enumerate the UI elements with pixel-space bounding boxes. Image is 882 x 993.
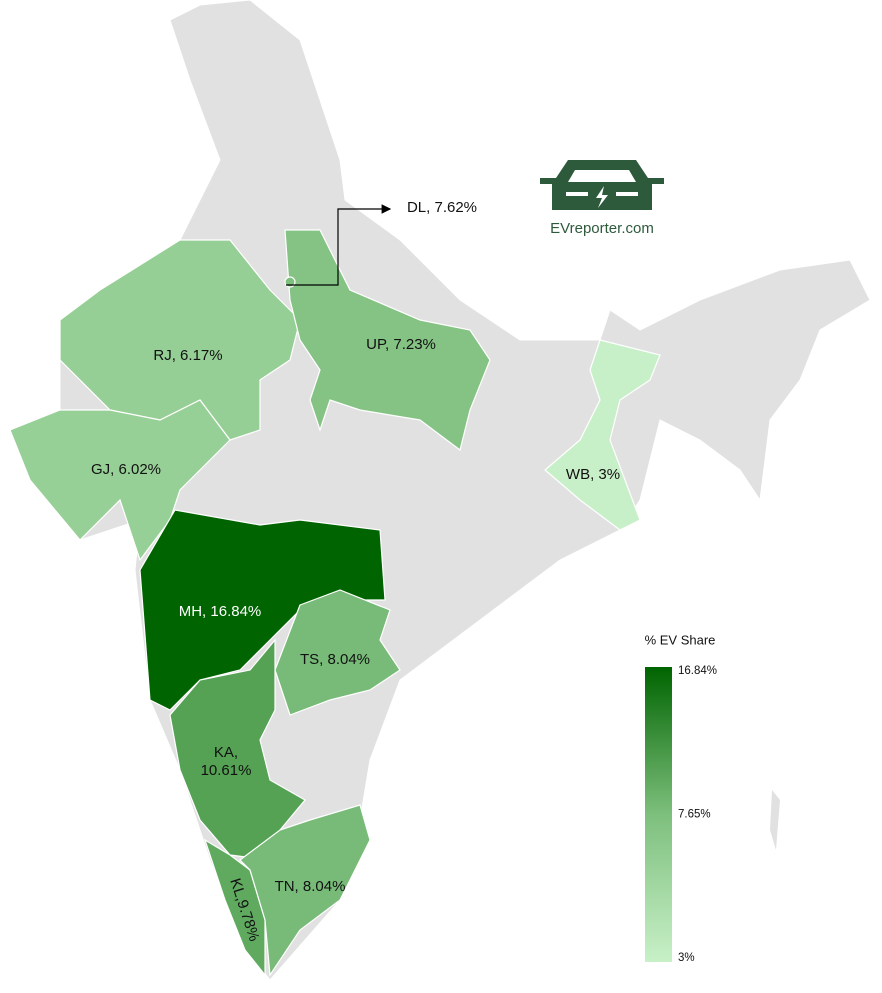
logo-text: EVreporter.com: [550, 220, 654, 237]
state-kl: [203, 838, 266, 977]
callout-line: [286, 204, 392, 286]
state-tn: [239, 804, 371, 977]
legend-tick-label: 16.84%: [678, 665, 717, 677]
region-label: GJ, 6.02%: [91, 461, 161, 478]
region-label: KA, 10.61%: [201, 744, 252, 779]
region-label: MH, 16.84%: [179, 603, 262, 620]
legend: % EV Share 16.84% 7.65% 3%: [645, 632, 717, 964]
legend-tick-label: 3%: [678, 952, 695, 964]
state-ts: [274, 589, 401, 716]
region-label: UP, 7.23%: [366, 336, 436, 353]
island: [770, 790, 780, 850]
region-label: DL, 7.62%: [407, 199, 477, 216]
state-ka: [169, 638, 306, 861]
region-label: TN, 8.04%: [275, 878, 346, 895]
legend-title: % EV Share: [645, 632, 716, 647]
region-label: RJ, 6.17%: [153, 347, 222, 364]
region-label: TS, 8.04%: [300, 651, 370, 668]
region-label: WB, 3%: [566, 466, 620, 483]
legend-bar: [645, 667, 672, 962]
legend-tick-label: 7.65%: [678, 809, 711, 821]
state-gj: [9, 399, 231, 562]
state-wb: [544, 339, 661, 531]
state-rj: [59, 239, 301, 441]
logo: EVreporter.com: [540, 160, 664, 237]
